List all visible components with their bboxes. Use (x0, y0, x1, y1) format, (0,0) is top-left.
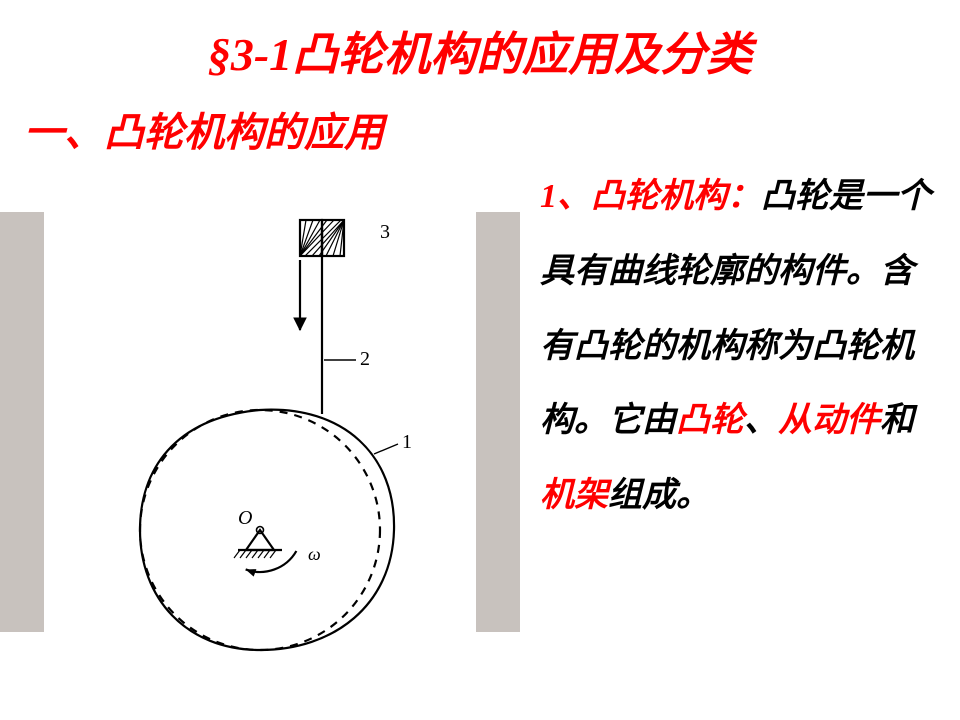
item-number: 1、 (540, 178, 591, 215)
body-sep-1: 、 (744, 402, 778, 439)
decorative-bar-right (476, 212, 520, 632)
slide-page: §3-1凸轮机构的应用及分类 一、凸轮机构的应用 321Oω 1、凸轮机构：凸轮… (0, 0, 960, 720)
title-text: 凸轮机构的应用及分类 (292, 29, 752, 80)
lead-term: 凸轮机构： (591, 178, 761, 215)
body-seg-1: 凸轮是一个具有曲线轮廓的构件。含有凸轮的机构称为凸轮机构。它由 (540, 178, 931, 439)
page-title: §3-1凸轮机构的应用及分类 (0, 18, 960, 84)
title-section-number: §3-1 (208, 29, 292, 80)
subheading-marker: 一、 (24, 110, 104, 155)
body-paragraph: 1、凸轮机构：凸轮是一个具有曲线轮廓的构件。含有凸轮的机构称为凸轮机构。它由凸轮… (540, 160, 940, 534)
keyword-frame: 机架 (540, 477, 608, 514)
svg-text:O: O (238, 507, 252, 529)
decorative-bar-left (0, 212, 44, 632)
body-sep-2: 和 (880, 402, 914, 439)
svg-text:1: 1 (402, 431, 412, 453)
keyword-follower: 从动件 (778, 402, 880, 439)
section-subheading: 一、凸轮机构的应用 (24, 100, 384, 158)
subheading-text: 凸轮机构的应用 (104, 110, 384, 155)
svg-text:3: 3 (380, 221, 390, 243)
figure-area: 3 2 1 Oω (0, 200, 520, 680)
svg-text:ω: ω (308, 544, 321, 564)
svg-text:2: 2 (360, 348, 370, 370)
keyword-cam: 凸轮 (676, 402, 744, 439)
cam-diagram: 3 2 1 Oω (44, 200, 476, 680)
body-tail: 组成。 (608, 477, 710, 514)
